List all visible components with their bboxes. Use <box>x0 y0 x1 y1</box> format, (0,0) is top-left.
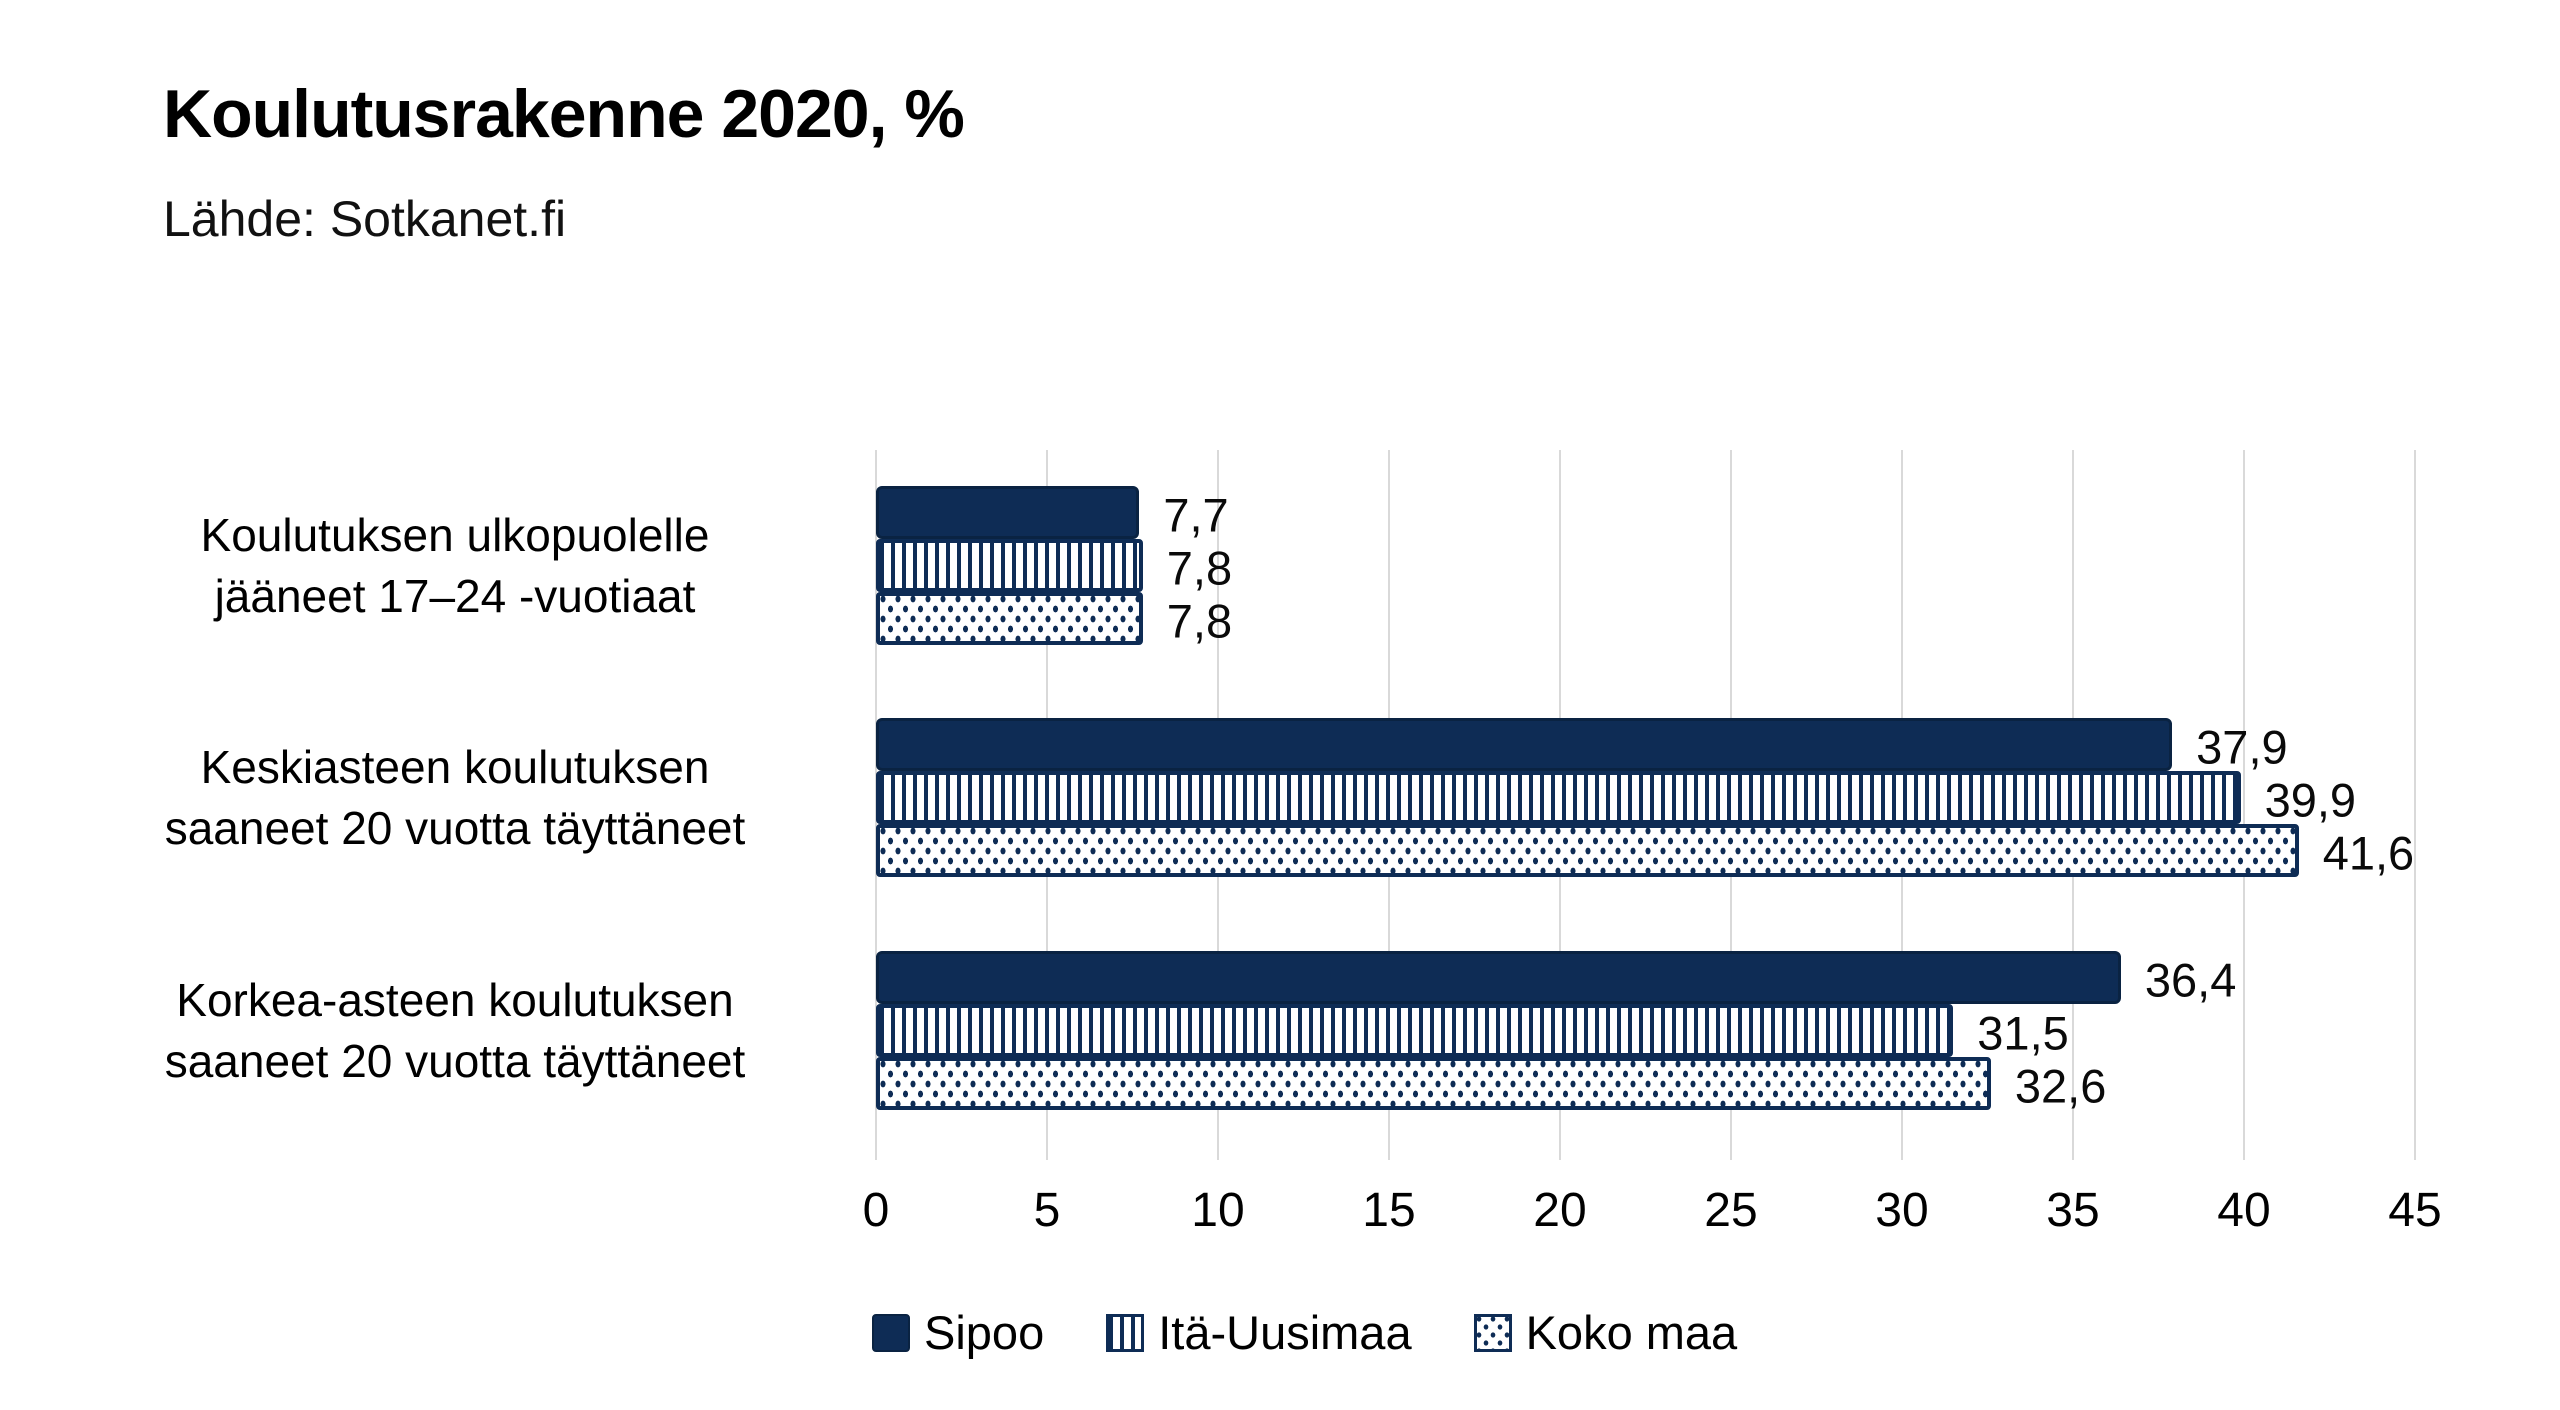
legend-swatch-stripes-icon <box>1106 1313 1145 1352</box>
legend-item-it-uusimaa: Itä-Uusimaa <box>1106 1305 1412 1360</box>
value-label: 31,5 <box>1977 1006 2069 1059</box>
legend-label: Sipoo <box>924 1306 1045 1359</box>
category-label-line: saaneet 20 vuotta täyttäneet <box>164 1035 746 1087</box>
x-axis-tick-label: 10 <box>1191 1184 1245 1237</box>
value-label: 7,8 <box>1166 541 1233 594</box>
category-label-line: Koulutuksen ulkopuolelle <box>200 509 710 562</box>
legend-label: Itä-Uusimaa <box>1158 1306 1412 1359</box>
legend-swatch-solid-icon <box>872 1313 910 1352</box>
bar-it-uusimaa-group0 <box>876 539 1143 592</box>
bar-it-uusimaa-group1 <box>876 771 2241 824</box>
bar-koko-maa-group1 <box>876 824 2299 877</box>
legend-swatch-dots-icon <box>1473 1313 1512 1352</box>
gridline <box>2243 450 2245 1160</box>
bar-koko-maa-group2 <box>876 1057 1991 1110</box>
category-label-line: jääneet 17–24 -vuotiaat <box>214 570 696 622</box>
value-label: 7,8 <box>1166 594 1233 647</box>
value-label: 36,4 <box>2144 953 2237 1006</box>
bar-koko-maa-group0 <box>876 592 1143 645</box>
value-label: 32,6 <box>2014 1059 2107 1112</box>
value-label: 39,9 <box>2264 773 2357 826</box>
value-label: 37,9 <box>2196 720 2288 773</box>
bar-sipoo-group1 <box>876 718 2173 771</box>
x-axis-tick-label: 45 <box>2388 1184 2442 1237</box>
value-label: 41,6 <box>2322 826 2415 879</box>
x-axis-tick-label: 15 <box>1362 1184 1416 1237</box>
chart-source: Lähde: Sotkanet.fi <box>163 191 567 247</box>
gridline <box>2414 450 2416 1160</box>
bar-sipoo-group0 <box>876 486 1140 539</box>
category-label-line: saaneet 20 vuotta täyttäneet <box>164 802 746 854</box>
x-axis-tick-label: 25 <box>1704 1184 1758 1237</box>
category-label: Korkea-asteen koulutuksen saaneet 20 vuot… <box>50 951 860 1111</box>
bar-sipoo-group2 <box>876 951 2121 1004</box>
chart-title: Koulutusrakenne 2020, % <box>163 76 965 152</box>
legend-label: Koko maa <box>1525 1306 1738 1359</box>
x-axis-tick-label: 40 <box>2217 1184 2271 1237</box>
bar-it-uusimaa-group2 <box>876 1004 1954 1057</box>
category-label-line: Keskiasteen koulutuksen <box>200 741 710 794</box>
x-axis-tick-label: 30 <box>1875 1184 1929 1237</box>
category-label-line: Korkea-asteen koulutuksen <box>176 974 734 1027</box>
legend-item-sipoo: Sipoo <box>872 1305 1044 1360</box>
x-axis-tick-label: 35 <box>2046 1184 2100 1237</box>
category-label: Koulutuksen ulkopuolelle jääneet 17–24 -v… <box>50 486 860 646</box>
x-axis-tick-label: 5 <box>1033 1184 1061 1237</box>
legend: Sipoo Itä-Uusimaa Koko maa <box>872 1305 1737 1360</box>
x-axis-tick-label: 0 <box>862 1184 890 1237</box>
legend-item-koko-maa: Koko maa <box>1473 1305 1738 1360</box>
x-axis-tick-label: 20 <box>1533 1184 1587 1237</box>
value-label: 7,7 <box>1163 488 1229 541</box>
category-label: Keskiasteen koulutuksen saaneet 20 vuotta… <box>50 718 860 878</box>
